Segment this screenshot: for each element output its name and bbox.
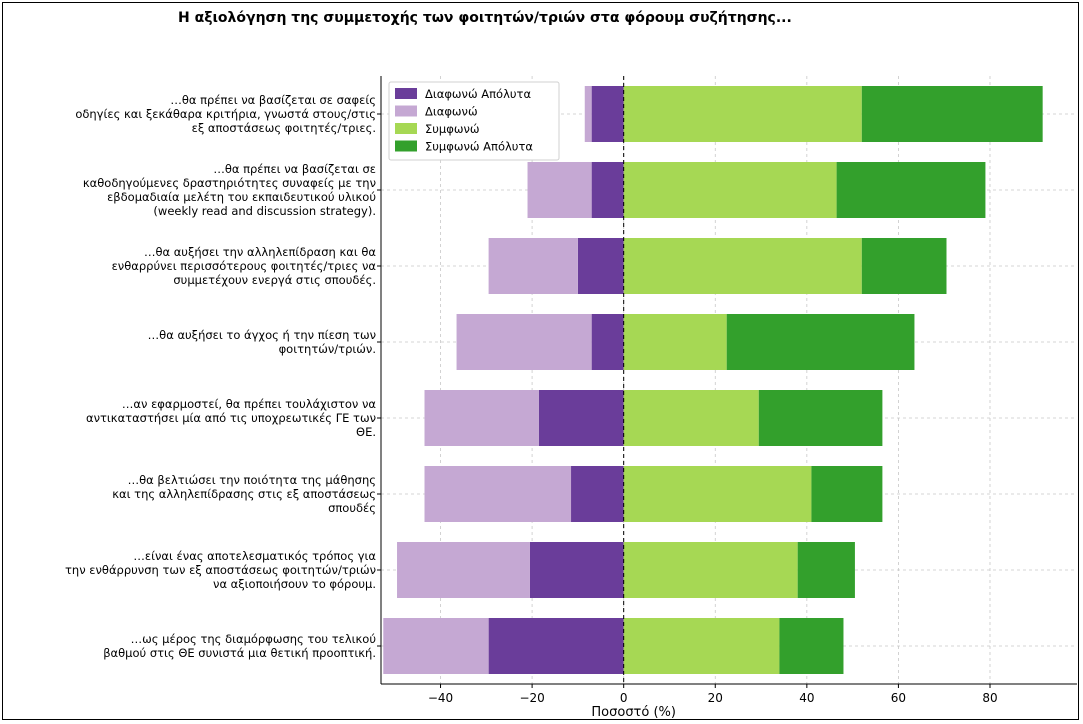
legend-box [388,81,560,161]
category-label: …είναι ένας αποτελεσματικός τρόπος γιατη… [65,549,376,591]
category-label-line: συμμετέχουν ενεργά στις σπουδές. [173,273,376,287]
bar [811,466,883,522]
x-tick-label: 80 [982,691,997,705]
bar [623,542,798,598]
bar [726,314,915,370]
bar [591,86,624,142]
category-label-line: και της αλληλεπίδρασης στις εξ αποστάσεω… [112,487,376,501]
category-label: …ως μέρος της διαμόρφωσης του τελικούβαθ… [103,632,376,660]
category-label-line: …ως μέρος της διαμόρφωσης του τελικού [131,632,376,646]
category-label-line: …είναι ένας αποτελεσματικός τρόπος για [133,549,376,563]
category-labels: …θα πρέπει να βασίζεται σε σαφείςοδηγίες… [65,93,376,660]
legend-label: Διαφωνώ [425,105,478,119]
bar [397,542,530,598]
x-tick-label: −40 [428,691,453,705]
x-tick-label: 0 [620,691,628,705]
category-label-line: οδηγίες και ξεκάθαρα κριτήρια, γνωστά στ… [75,107,376,121]
bar [529,542,624,598]
category-label-line: ενθαρρύνει περισσότερους φοιτητές/τριες … [112,259,377,273]
category-label: …θα πρέπει να βασίζεται σε σαφείςοδηγίες… [75,93,376,135]
category-label: …αν εφαρμοστεί, θα πρέπει τουλάχιστον να… [86,397,376,439]
legend-swatch [395,123,417,134]
axes [380,76,1077,685]
category-label-line: την ενθάρρυνση των εξ αποστάσεως φοιτητώ… [65,563,376,577]
legend-label: Συμφωνώ Απόλυτα [425,140,533,154]
x-ticks: −40 −20 0 20 40 60 80 [377,113,998,705]
category-label-line: …θα αυξήσει την αλληλεπίδραση και θα [144,245,376,259]
bar [758,390,883,446]
bar [538,390,624,446]
category-label-line: εξ αποστάσεως φοιτητές/τριες. [192,121,376,135]
bar [623,466,812,522]
category-label-line: (weekly read and discussion strategy). [153,204,376,218]
bar [623,86,862,142]
category-label-line: …θα πρέπει να βασίζεται σε [213,162,376,176]
legend: Διαφωνώ Απόλυτα Διαφωνώ Συμφωνώ Συμφωνώ Από… [388,81,560,161]
legend-label: Διαφωνώ Απόλυτα [425,87,531,101]
category-label: …θα αυξήσει την αλληλεπίδραση και θαενθα… [112,245,377,287]
x-tick-label: −20 [519,691,544,705]
legend-swatch [395,88,417,99]
category-label: …θα πρέπει να βασίζεται σεκαθοδηγούμενες… [83,162,376,218]
bar [623,162,837,218]
legend-swatch [395,140,417,152]
category-label-line: να αξιοποιήσουν το φόρουμ. [213,577,376,591]
bar [861,86,1043,142]
bar [836,162,986,218]
bar [424,390,539,446]
category-label: …θα βελτιώσει την ποιότητα της μάθησηςκα… [112,473,376,515]
bar [623,618,780,674]
x-axis-label: Ποσοστό (%) [591,705,676,720]
bar [571,466,624,522]
category-label-line: …θα βελτιώσει την ποιότητα της μάθησης [128,473,376,487]
bar [623,314,727,370]
bar [488,618,624,674]
category-label-line: σπουδές [328,501,376,515]
category-label-line: φοιτητών/τριών. [279,342,376,356]
bar [488,238,578,294]
bar [779,618,844,674]
category-label-line: εβδομαδιαία μελέτη του εκπαιδευτικού υλι… [107,190,376,204]
bar [584,86,592,142]
bar [623,238,862,294]
category-label-line: …αν εφαρμοστεί, θα πρέπει τουλάχιστον να [122,397,377,411]
category-label-line: βαθμού στις ΘΕ συνιστά μια θετική προοπτ… [103,646,376,660]
category-label-line: …θα πρέπει να βασίζεται σε σαφείς [170,93,376,107]
bar [424,466,572,522]
x-tick-label: 40 [799,691,814,705]
bar [591,162,624,218]
bar [591,314,624,370]
bar [456,314,592,370]
category-label-line: αντικαταστήσει μία από τις υποχρεωτικές … [86,411,376,425]
legend-swatch [395,105,417,117]
bar [527,162,592,218]
bar [383,618,489,674]
bar [797,542,855,598]
legend-label: Συμφωνώ [425,122,480,136]
x-tick-label: 60 [891,691,906,705]
category-label: …θα αυξήσει το άγχος ή την πίεση τωνφοιτ… [148,328,376,356]
bar [861,238,947,294]
x-tick-label: 20 [708,691,723,705]
bars [383,86,1043,674]
category-label-line: …θα αυξήσει το άγχος ή την πίεση των [148,328,376,342]
category-label-line: καθοδηγούμενες δραστηριότητες συναφείς μ… [83,176,376,190]
category-label-line: ΘΕ. [356,425,376,439]
bar [577,238,624,294]
bar [623,390,759,446]
chart-title: Η αξιολόγηση της συμμετοχής των φοιτητών… [178,10,792,26]
